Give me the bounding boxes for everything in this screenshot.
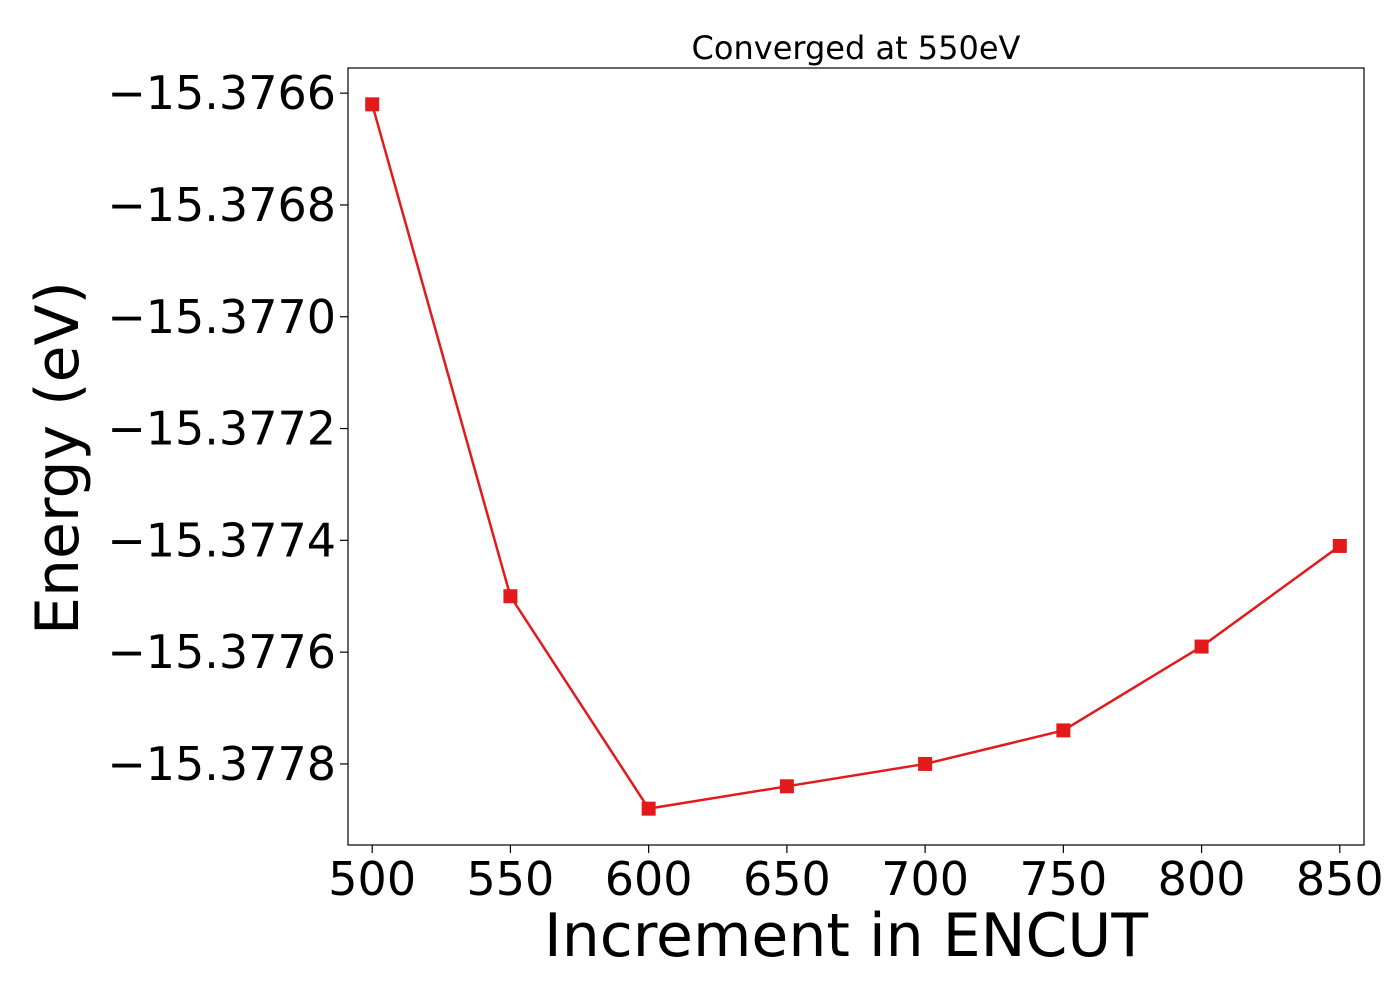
data-point-marker [1194, 639, 1209, 654]
data-point-marker [779, 779, 794, 794]
data-point-marker [1332, 538, 1347, 553]
x-axis-title: Increment in ENCUT [544, 901, 1148, 971]
y-tick-label: −15.3770 [107, 290, 336, 344]
data-point-marker [1056, 723, 1071, 738]
y-tick-label: −15.3768 [107, 178, 336, 232]
data-point-marker [918, 756, 933, 771]
x-tick-label: 800 [1158, 852, 1246, 906]
plot-area-frame [347, 67, 1365, 846]
y-axis-title: Energy (eV) [23, 281, 93, 635]
data-point-marker [365, 97, 380, 112]
x-axis-ticks: 500 550 600 650 700 750 800 850 [328, 845, 1384, 906]
y-tick-label: −15.3772 [107, 402, 336, 456]
x-tick-label: 850 [1296, 852, 1384, 906]
series-layer [365, 97, 1347, 816]
data-point-marker [641, 801, 656, 816]
x-tick-label: 550 [467, 852, 555, 906]
y-axis-ticks: −15.3778 −15.3776 −15.3774 −15.3772 −15.3770… [107, 66, 348, 791]
x-tick-label: 650 [743, 852, 831, 906]
y-tick-label: −15.3774 [107, 513, 336, 567]
x-tick-label: 750 [1019, 852, 1107, 906]
x-tick-label: 500 [328, 852, 416, 906]
x-tick-label: 600 [605, 852, 693, 906]
chart-title: Converged at 550eV [692, 29, 1021, 67]
y-tick-label: −15.3766 [107, 66, 336, 120]
x-tick-label: 700 [881, 852, 969, 906]
y-tick-label: −15.3778 [107, 737, 336, 791]
y-tick-label: −15.3776 [107, 625, 336, 679]
series-line [370, 103, 1341, 810]
data-point-marker [503, 589, 518, 604]
